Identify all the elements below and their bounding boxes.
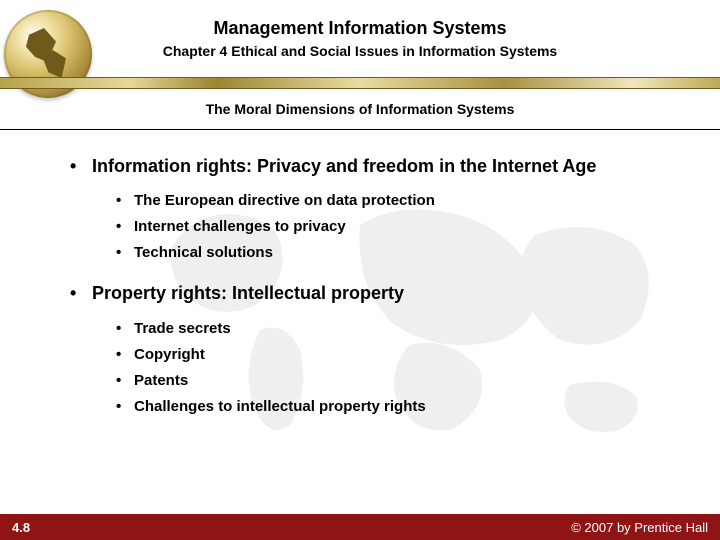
course-title: Management Information Systems	[0, 18, 720, 39]
bullet-level2: •The European directive on data protecti…	[116, 192, 660, 209]
bullet-text: Information rights: Privacy and freedom …	[92, 156, 596, 176]
bullet-level2: •Copyright	[116, 346, 660, 363]
copyright-text: © 2007 by Prentice Hall	[571, 520, 708, 535]
slide-footer: 4.8 © 2007 by Prentice Hall	[0, 514, 720, 540]
bullet-level1: •Information rights: Privacy and freedom…	[70, 154, 660, 178]
gold-band	[0, 77, 720, 89]
bullet-text: Internet challenges to privacy	[134, 218, 346, 235]
bullet-level2: •Internet challenges to privacy	[116, 218, 660, 235]
bullet-text: The European directive on data protectio…	[134, 192, 435, 209]
bullet-text: Technical solutions	[134, 244, 273, 261]
slide-subtitle: The Moral Dimensions of Information Syst…	[0, 101, 720, 117]
chapter-line: Chapter 4 Ethical and Social Issues in I…	[0, 43, 720, 59]
bullet-level2: •Patents	[116, 372, 660, 389]
bullet-text: Property rights: Intellectual property	[92, 283, 404, 303]
bullet-text: Trade secrets	[134, 320, 231, 337]
slide-body: •Information rights: Privacy and freedom…	[0, 130, 720, 415]
bullet-level1: •Property rights: Intellectual property	[70, 281, 660, 305]
bullet-text: Patents	[134, 372, 188, 389]
bullet-level2: •Trade secrets	[116, 320, 660, 337]
bullet-level2: •Challenges to intellectual property rig…	[116, 398, 660, 415]
bullet-level2: •Technical solutions	[116, 244, 660, 261]
bullet-text: Copyright	[134, 346, 205, 363]
bullet-text: Challenges to intellectual property righ…	[134, 398, 426, 415]
page-number: 4.8	[12, 520, 30, 535]
slide-header: Management Information Systems Chapter 4…	[0, 0, 720, 59]
